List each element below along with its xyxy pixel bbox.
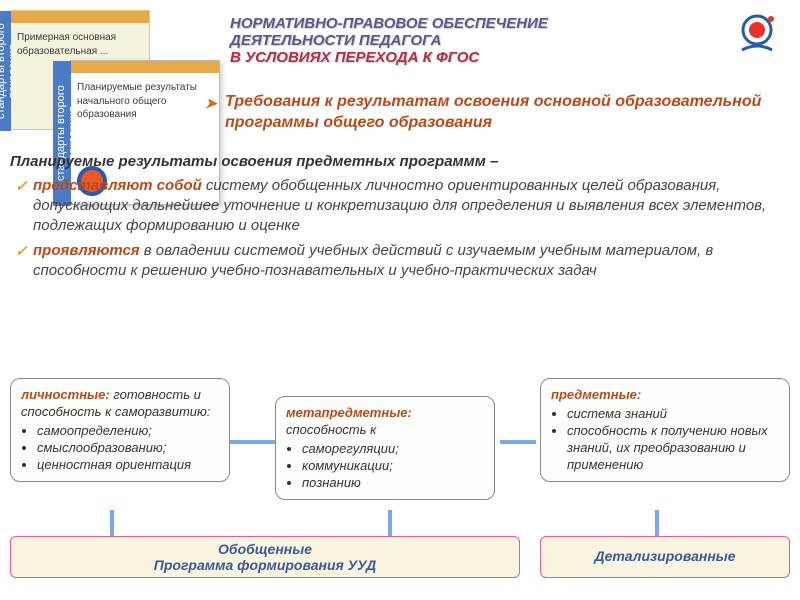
list-item: система знаний — [567, 406, 779, 423]
slide-title: НОРМАТИВНО-ПРАВОВОЕ ОБЕСПЕЧЕНИЕ ДЕЯТЕЛЬН… — [230, 15, 730, 66]
list-item: смыслообразованию; — [37, 440, 219, 457]
bottom-box-detailed: Детализированные — [540, 536, 790, 578]
book-1-spine: стандарты второго поколения — [0, 11, 11, 131]
book-2-text: Планируемые результаты начального общего… — [71, 61, 219, 126]
bullet-lead: проявляются — [33, 242, 140, 259]
box-subject: предметные: система знаний способность к… — [540, 378, 790, 482]
bottom-left-l1: Обобщенные — [21, 541, 509, 557]
title-line-1: НОРМАТИВНО-ПРАВОВОЕ ОБЕСПЕЧЕНИЕ — [230, 15, 730, 32]
box-head: личностные: — [21, 387, 110, 402]
bullet-lead: представляют собой — [33, 177, 202, 194]
box-list: самоопределению; смыслообразованию; ценн… — [21, 423, 219, 474]
list-item: коммуникации; — [302, 458, 484, 475]
list-item: саморегуляции; — [302, 441, 484, 458]
title-line-3: В УСЛОВИЯХ ПЕРЕХОДА К ФГОС — [230, 49, 730, 66]
list-item: ценностная ориентация — [37, 457, 219, 474]
box-personal: личностные: готовность и способность к с… — [10, 378, 230, 482]
section-title: Планируемые результаты освоения предметн… — [10, 153, 498, 170]
book-stack: стандарты второго поколения Примерная ос… — [10, 10, 190, 200]
book-1-text: Примерная основная образовательная ... — [11, 11, 149, 66]
bottom-box-generalized: Обобщенные Программа формирования УУД — [10, 536, 520, 578]
bottom-left-l2: Программа формирования УУД — [21, 557, 509, 573]
box-head: предметные: — [551, 387, 641, 402]
bottom-row: Обобщенные Программа формирования УУД Де… — [10, 536, 790, 578]
fgos-logo-icon — [734, 12, 780, 58]
box-head: метапредметные: — [286, 405, 412, 420]
list-item: самоопределению; — [37, 423, 219, 440]
connector-line — [655, 510, 659, 536]
list-item: познанию — [302, 475, 484, 492]
bullet-list: представляют собой систему обобщенных ли… — [15, 176, 780, 287]
subheading: Требования к результатам освоения основн… — [225, 92, 780, 134]
bullet-item: представляют собой систему обобщенных ли… — [15, 176, 780, 235]
box-meta: метапредметные: способность к саморегуля… — [275, 396, 495, 500]
connector-line — [388, 510, 392, 536]
connector-line — [110, 510, 114, 536]
title-line-2: ДЕЯТЕЛЬНОСТИ ПЕДАГОГА — [230, 32, 730, 49]
box-list: система знаний способность к получению н… — [551, 406, 779, 474]
list-item: способность к получению новых знаний, их… — [567, 423, 779, 474]
result-boxes: личностные: готовность и способность к с… — [10, 378, 790, 500]
box-intro: способность к — [286, 422, 376, 437]
box-list: саморегуляции; коммуникации; познанию — [286, 441, 484, 492]
bullet-item: проявляются в овладении системой учебных… — [15, 241, 780, 281]
